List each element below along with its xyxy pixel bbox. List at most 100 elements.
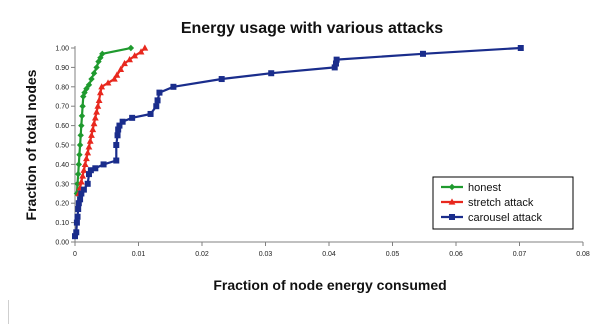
data-point: [80, 93, 87, 100]
data-point: [100, 161, 107, 168]
data-point: [95, 58, 102, 65]
data-point: [94, 102, 102, 109]
y-tick-label: 0.10: [55, 220, 69, 227]
data-point: [113, 157, 120, 164]
data-point: [114, 132, 121, 139]
data-point: [91, 114, 99, 121]
data-point: [85, 81, 93, 89]
legend-item-stretch-attack: stretch attack: [441, 197, 534, 209]
data-point: [85, 143, 93, 150]
data-point: [154, 97, 161, 104]
y-tick-label: 1.00: [55, 46, 69, 53]
data-point: [74, 170, 82, 178]
legend-label: honest: [468, 182, 501, 194]
data-point: [116, 122, 123, 129]
data-point: [80, 186, 87, 193]
data-point: [332, 60, 339, 67]
data-point: [93, 64, 100, 71]
data-point: [448, 183, 456, 191]
series-stretch-attack: [75, 44, 149, 197]
x-tick-label: 0.05: [386, 251, 400, 258]
data-point: [97, 89, 104, 96]
legend-label: carousel attack: [468, 212, 542, 224]
data-point: [74, 180, 81, 187]
x-axis-label: Fraction of node energy consumed: [213, 277, 446, 293]
data-point: [77, 132, 84, 139]
data-point: [77, 178, 85, 185]
series-carousel-attack: [72, 45, 524, 240]
data-point: [83, 85, 90, 92]
x-tick-label: 0.06: [449, 251, 463, 258]
data-point: [137, 48, 145, 55]
series-layer: [72, 44, 524, 240]
y-tick-label: 0.30: [55, 181, 69, 188]
data-point: [131, 52, 139, 59]
data-point: [77, 196, 84, 203]
data-point: [448, 198, 456, 205]
data-point: [93, 108, 100, 115]
data-point: [86, 137, 94, 144]
data-point: [88, 131, 95, 138]
data-point: [121, 59, 128, 67]
data-point: [99, 50, 106, 58]
data-point: [98, 83, 106, 90]
data-point: [156, 89, 163, 96]
data-point: [75, 206, 82, 213]
data-point: [78, 112, 86, 120]
data-point: [95, 96, 103, 103]
y-tick-label: 0.20: [55, 201, 69, 208]
data-point: [89, 125, 97, 133]
data-point: [104, 79, 112, 86]
legend-item-carousel-attack: carousel attack: [441, 212, 542, 224]
legend-label: stretch attack: [468, 197, 534, 209]
data-point: [333, 56, 340, 63]
data-point: [84, 149, 92, 156]
x-tick-label: 0.08: [576, 251, 590, 258]
data-point: [117, 65, 125, 72]
x-tick-label: 0: [73, 251, 77, 258]
legend-item-honest: honest: [441, 182, 501, 194]
data-point: [85, 171, 92, 178]
data-point: [73, 219, 80, 226]
page-edge-divider: [8, 300, 9, 324]
data-point: [78, 122, 85, 129]
y-tick-label: 0.90: [55, 65, 69, 72]
x-tick-label: 0.02: [195, 251, 209, 258]
x-tick-label: 0.07: [513, 251, 527, 258]
data-point: [90, 70, 98, 77]
data-point: [78, 190, 85, 197]
data-point: [75, 200, 82, 207]
data-point: [88, 75, 95, 83]
series-line-stretch-attack: [77, 47, 146, 194]
data-point: [268, 70, 275, 77]
x-tick-label: 0.01: [132, 251, 146, 258]
y-tick-label: 0.80: [55, 84, 69, 91]
x-tick-label: 0.04: [322, 251, 336, 258]
data-point: [126, 56, 134, 63]
x-tick-label: 0.03: [259, 251, 273, 258]
y-tick-label: 0.60: [55, 123, 69, 130]
y-tick-label: 0.00: [55, 240, 69, 247]
data-point: [170, 83, 177, 90]
data-point: [74, 213, 81, 220]
data-point: [84, 180, 91, 187]
data-point: [110, 75, 118, 82]
series-honest: [73, 44, 135, 197]
data-point: [115, 126, 122, 133]
data-point: [79, 172, 87, 179]
data-point: [79, 103, 86, 110]
data-point: [517, 45, 524, 51]
y-tick-label: 0.50: [55, 143, 69, 150]
data-point: [76, 151, 83, 158]
data-point: [92, 165, 99, 172]
data-point: [449, 214, 455, 220]
data-point: [72, 233, 78, 240]
data-point: [127, 44, 135, 52]
data-point: [90, 120, 98, 127]
data-point: [81, 89, 88, 96]
data-point: [141, 44, 149, 51]
data-point: [83, 154, 90, 162]
data-point: [75, 161, 83, 168]
axes: 0.00 0.10 0.20 0.30 0.40 0.50 0.60 0.70 0.80 0.90…: [55, 46, 590, 259]
